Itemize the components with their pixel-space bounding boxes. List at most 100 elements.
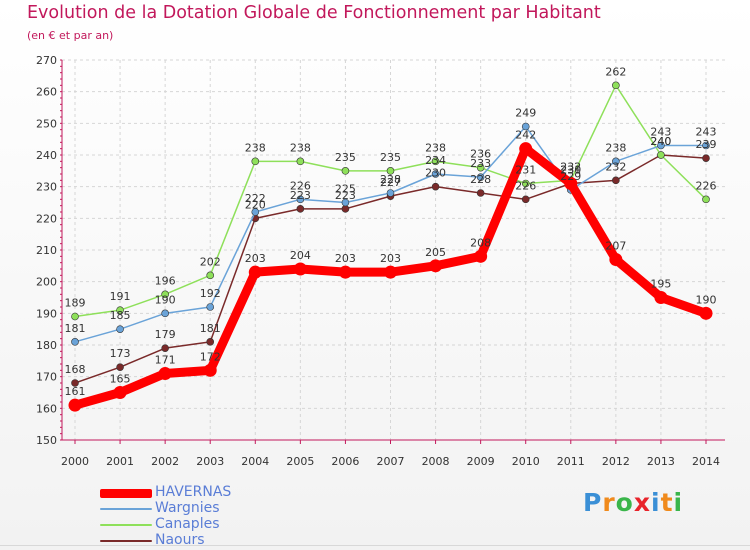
data-point-havernas	[564, 177, 578, 190]
data-label-naours: 240	[650, 135, 671, 148]
x-tick-label: 2009	[467, 455, 495, 468]
proxiti-logo[interactable]: Proxiti	[583, 488, 683, 517]
data-point-naours	[476, 189, 485, 197]
data-point-naours	[341, 205, 350, 213]
legend-swatch-wargnies	[100, 508, 152, 510]
x-tick-label: 2013	[647, 455, 675, 468]
data-label-canaples: 202	[200, 255, 221, 268]
logo-letter: r	[602, 488, 616, 517]
data-point-havernas	[293, 262, 307, 276]
y-tick-label: 250	[36, 117, 57, 130]
x-tick-label: 2000	[61, 455, 89, 468]
data-point-canaples	[206, 271, 215, 280]
data-point-havernas	[158, 367, 172, 380]
data-point-wargnies	[161, 309, 169, 318]
data-label-wargnies: 229	[560, 170, 581, 183]
data-label-canaples: 238	[425, 141, 446, 154]
data-point-wargnies	[296, 195, 305, 204]
data-label-wargnies: 226	[290, 179, 311, 192]
data-point-wargnies	[116, 325, 124, 333]
data-label-havernas: 195	[650, 278, 671, 291]
data-label-naours: 220	[245, 198, 266, 211]
data-point-wargnies	[341, 198, 350, 207]
data-point-canaples	[657, 151, 665, 159]
data-point-naours	[161, 344, 169, 352]
legend-label-wargnies: Wargnies	[155, 500, 220, 516]
y-tick-label: 270	[36, 54, 57, 67]
data-point-wargnies	[702, 141, 710, 150]
data-point-wargnies	[431, 170, 440, 178]
data-label-naours: 232	[605, 160, 626, 173]
data-point-canaples	[341, 167, 350, 175]
x-tick-label: 2008	[422, 455, 450, 468]
data-point-havernas	[203, 363, 217, 377]
data-label-wargnies: 185	[110, 309, 131, 322]
x-tick-label: 2004	[241, 455, 269, 468]
data-point-canaples	[251, 157, 260, 166]
axes: 150 160 170 180 190 200 210 220 230 240 250 260 270 2…	[36, 54, 725, 468]
data-label-naours: 230	[425, 167, 446, 180]
logo-letter: t	[660, 488, 674, 517]
data-label-naours: 173	[110, 347, 131, 360]
y-tick-label: 170	[36, 371, 57, 384]
data-label-havernas: 172	[200, 350, 221, 363]
chart-subtitle: (en € et par an)	[27, 29, 114, 42]
data-point-wargnies	[612, 157, 620, 166]
data-label-naours: 239	[696, 138, 717, 151]
data-label-wargnies: 222	[245, 192, 266, 205]
data-label-naours: 226	[515, 179, 536, 192]
data-label-wargnies: 243	[650, 126, 671, 139]
data-point-wargnies	[251, 208, 260, 216]
data-label-canaples: 238	[245, 141, 266, 154]
data-label-canaples: 226	[696, 179, 717, 192]
legend-swatch-naours	[100, 540, 152, 542]
x-tick-label: 2012	[602, 455, 630, 468]
data-point-havernas	[68, 398, 82, 412]
legend-swatch-canaples	[100, 524, 152, 526]
data-label-canaples: 196	[155, 274, 176, 287]
data-point-havernas	[384, 265, 397, 279]
logo-letter: o	[615, 488, 634, 517]
y-tick-label: 160	[36, 402, 57, 415]
x-tick-label: 2006	[331, 455, 359, 468]
logo-letter: x	[633, 488, 651, 517]
data-label-havernas: 205	[425, 246, 446, 259]
data-point-havernas	[429, 259, 443, 273]
x-tick-label: 2014	[692, 455, 720, 468]
data-point-canaples	[612, 81, 620, 90]
data-label-havernas: 204	[290, 249, 311, 262]
data-label-canaples: 262	[605, 65, 626, 78]
data-point-wargnies	[71, 338, 79, 346]
data-label-canaples: 235	[335, 151, 356, 164]
data-point-wargnies	[657, 141, 665, 150]
data-label-havernas: 231	[560, 164, 581, 177]
data-label-wargnies: 228	[380, 173, 401, 186]
data-label-havernas: 203	[380, 252, 401, 265]
data-label-wargnies: 249	[515, 107, 536, 120]
y-tick-label: 260	[36, 86, 57, 99]
data-label-havernas: 171	[155, 354, 176, 367]
logo-letter: P	[583, 488, 603, 517]
x-tick-label: 2003	[196, 455, 224, 468]
data-point-havernas	[699, 306, 713, 320]
data-point-naours	[431, 182, 440, 191]
x-tick-label: 2001	[106, 455, 134, 468]
data-point-canaples	[431, 157, 440, 166]
y-tick-label: 210	[36, 244, 57, 257]
data-point-wargnies	[386, 189, 395, 197]
data-point-canaples	[71, 312, 79, 321]
data-point-havernas	[338, 265, 352, 279]
data-point-canaples	[702, 195, 710, 204]
legend-swatch-havernas	[100, 489, 152, 498]
x-tick-label: 2002	[151, 455, 179, 468]
data-point-canaples	[161, 290, 169, 299]
data-label-naours: 230	[560, 164, 581, 177]
series	[68, 81, 713, 412]
data-label-wargnies: 190	[155, 293, 176, 306]
data-label-canaples: 240	[650, 135, 671, 148]
logo-letter: i	[651, 488, 661, 517]
y-tick-label: 220	[36, 212, 57, 225]
data-label-naours: 179	[155, 328, 176, 341]
data-label-canaples: 189	[65, 297, 86, 310]
data-label-wargnies: 234	[425, 154, 446, 167]
